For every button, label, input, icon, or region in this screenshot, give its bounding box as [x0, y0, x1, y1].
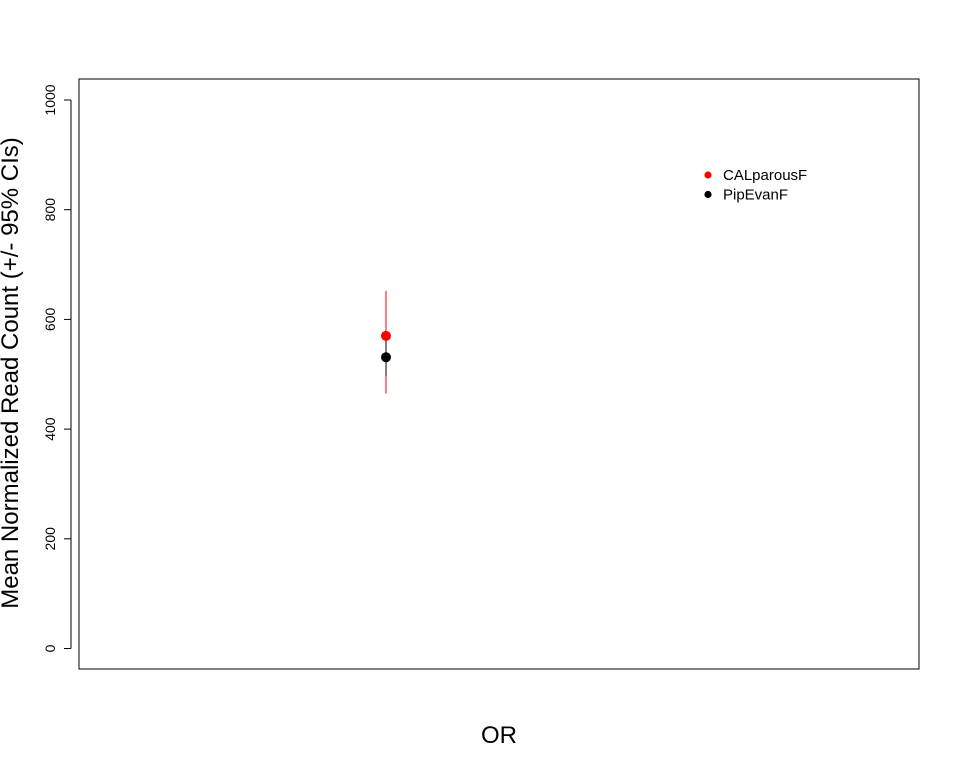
y-tick-label: 1000	[42, 84, 58, 115]
legend: CALparousF PipEvanF	[704, 167, 807, 204]
y-tick-label: 600	[42, 308, 58, 332]
point-CALparousF	[381, 330, 391, 341]
y-tick-label: 0	[42, 644, 58, 652]
y-axis: 0 200 400 600 800 1000	[42, 84, 72, 652]
legend-marker-CALparousF	[704, 171, 712, 179]
legend-label: CALparousF	[723, 167, 807, 184]
y-tick-label: 200	[42, 527, 58, 551]
y-tick-label: 800	[42, 198, 58, 222]
x-axis-label: OR	[481, 722, 517, 749]
data-points	[381, 330, 391, 363]
plot-frame	[78, 78, 920, 670]
legend-label: PipEvanF	[723, 187, 788, 204]
y-tick-label: 400	[42, 417, 58, 441]
y-axis-label: Mean Normalized Read Count (+/- 95% CIs)	[0, 137, 24, 609]
legend-marker-PipEvanF	[704, 190, 712, 199]
point-PipEvanF	[381, 352, 391, 363]
